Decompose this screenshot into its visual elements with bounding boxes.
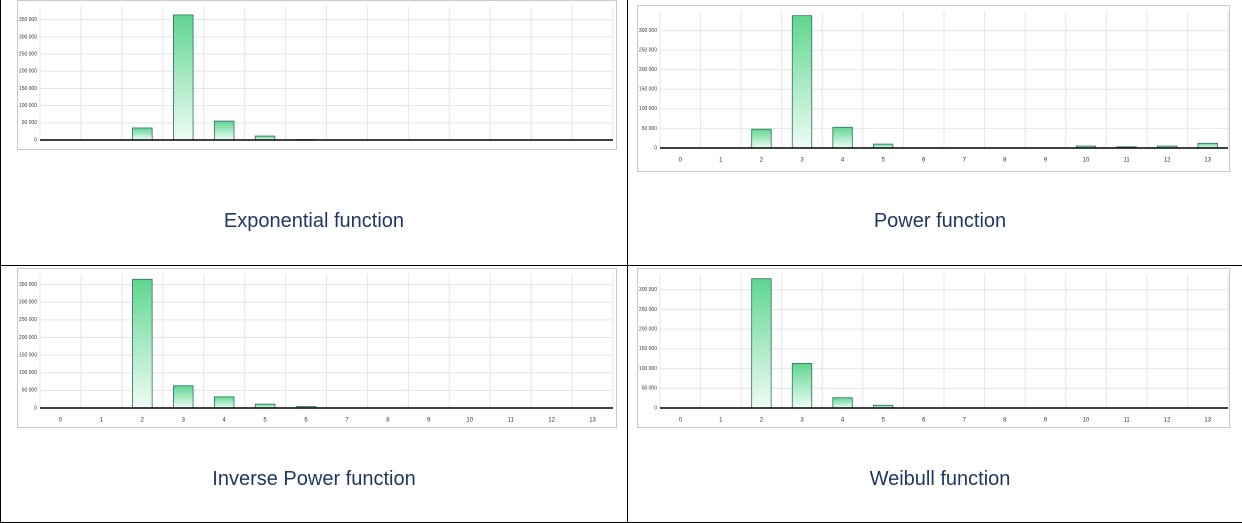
y-tick-label: 100 000 <box>19 103 37 109</box>
y-tick-label: 50 000 <box>22 120 38 126</box>
y-tick-label: 200 000 <box>639 327 657 333</box>
x-tick-label: 12 <box>1164 418 1171 424</box>
x-tick-label: 13 <box>1204 418 1211 424</box>
x-tick-label: 6 <box>922 418 926 424</box>
bar <box>832 397 853 409</box>
chart: 0 50 000 100 000 150 000 200 000 250 000 300 0… <box>17 268 617 428</box>
caption: Inverse Power function <box>212 468 416 490</box>
x-tick-label: 8 <box>1003 158 1007 164</box>
y-tick-label: 100 000 <box>19 370 37 376</box>
x-tick-label: 3 <box>182 418 186 424</box>
x-tick-label: 2 <box>760 418 764 424</box>
caption: Weibull function <box>869 468 1011 490</box>
y-tick-label: 250 000 <box>639 47 657 53</box>
x-tick-label: 1 <box>100 418 104 424</box>
y-tick-label: 300 000 <box>19 34 37 40</box>
y-tick-label: 250 000 <box>19 317 37 323</box>
y-tick-label: 250 000 <box>639 307 657 313</box>
y-tick-label: 0 <box>654 405 657 411</box>
bar <box>132 127 153 141</box>
x-tick-label: 13 <box>589 418 596 424</box>
x-tick-label: 6 <box>304 418 308 424</box>
x-tick-label: 7 <box>345 418 349 424</box>
x-tick-label: 8 <box>1003 418 1007 424</box>
x-tick-label: 0 <box>59 418 63 424</box>
y-tick-label: 0 <box>34 137 37 143</box>
y-tick-label: 150 000 <box>639 87 657 93</box>
bar <box>173 385 194 409</box>
x-tick-label: 0 <box>679 158 683 164</box>
x-tick-label: 4 <box>841 158 845 164</box>
y-tick-label: 350 000 <box>19 17 37 23</box>
bar <box>213 120 235 141</box>
y-tick-label: 200 000 <box>19 69 37 75</box>
x-tick-label: 2 <box>141 418 145 424</box>
x-tick-label: 4 <box>223 418 227 424</box>
x-tick-label: 10 <box>466 418 473 424</box>
x-tick-label: 6 <box>922 158 926 164</box>
y-tick-label: 300 000 <box>639 28 657 34</box>
x-tick-label: 8 <box>386 418 390 424</box>
x-tick-label: 11 <box>1123 418 1130 424</box>
bar <box>832 126 853 149</box>
bar <box>173 14 194 141</box>
y-tick-label: 300 000 <box>19 300 37 306</box>
y-tick-label: 350 000 <box>19 282 37 288</box>
y-tick-label: 200 000 <box>639 67 657 73</box>
chart: 0 50 000 100 000 150 000 200 000 250 000 300 0… <box>637 268 1230 428</box>
y-tick-label: 50 000 <box>642 126 658 132</box>
y-tick-label: 300 000 <box>639 287 657 293</box>
x-tick-label: 10 <box>1083 418 1090 424</box>
x-tick-label: 9 <box>427 418 431 424</box>
x-tick-label: 12 <box>548 418 555 424</box>
y-tick-label: 200 000 <box>19 335 37 341</box>
y-tick-label: 0 <box>34 405 37 411</box>
cell-border <box>0 265 1242 266</box>
x-tick-label: 10 <box>1083 158 1090 164</box>
cell-border <box>0 0 1 523</box>
x-tick-label: 3 <box>800 158 804 164</box>
x-tick-label: 7 <box>963 158 967 164</box>
x-tick-label: 7 <box>963 418 967 424</box>
x-tick-label: 5 <box>881 158 885 164</box>
x-tick-label: 9 <box>1044 158 1048 164</box>
x-tick-label: 2 <box>760 158 764 164</box>
x-tick-label: 3 <box>800 418 804 424</box>
caption: Exponential function <box>223 210 405 232</box>
y-tick-label: 150 000 <box>639 346 657 352</box>
bar <box>791 15 813 149</box>
bar <box>132 278 153 409</box>
y-tick-label: 150 000 <box>19 352 37 358</box>
x-tick-label: 5 <box>881 418 885 424</box>
bar <box>751 128 772 149</box>
y-tick-label: 50 000 <box>642 386 658 392</box>
caption: Power function <box>873 210 1007 232</box>
cell-border <box>627 0 628 523</box>
y-tick-label: 0 <box>654 145 657 151</box>
bar <box>751 278 772 409</box>
y-tick-label: 100 000 <box>639 366 657 372</box>
x-tick-label: 13 <box>1204 158 1211 164</box>
x-tick-label: 9 <box>1044 418 1048 424</box>
x-tick-label: 4 <box>841 418 845 424</box>
bar <box>213 396 235 409</box>
y-tick-label: 50 000 <box>22 388 38 394</box>
x-tick-label: 12 <box>1164 158 1171 164</box>
y-tick-label: 250 000 <box>19 51 37 57</box>
chart: 0 50 000 100 000 150 000 200 000 250 000 300 0… <box>17 0 617 150</box>
bar <box>791 363 813 409</box>
y-tick-label: 100 000 <box>639 106 657 112</box>
chart: 0 50 000 100 000 150 000 200 000 250 000 300 0… <box>637 5 1230 172</box>
x-tick-label: 5 <box>263 418 267 424</box>
x-tick-label: 0 <box>679 418 683 424</box>
x-tick-label: 11 <box>1123 158 1130 164</box>
x-tick-label: 11 <box>508 418 515 424</box>
x-tick-label: 1 <box>719 158 723 164</box>
x-tick-label: 1 <box>719 418 723 424</box>
y-tick-label: 150 000 <box>19 86 37 92</box>
